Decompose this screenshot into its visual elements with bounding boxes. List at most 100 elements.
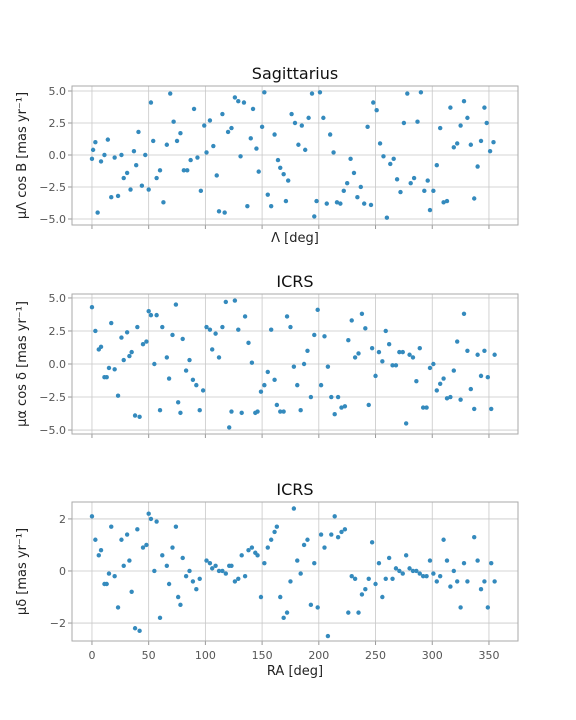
data-point (183, 368, 189, 373)
data-point (229, 563, 234, 568)
data-point (315, 605, 320, 610)
data-point (268, 537, 274, 542)
data-point (448, 394, 453, 400)
data-point (181, 168, 187, 173)
data-point (482, 579, 487, 584)
data-point (368, 202, 374, 208)
data-point (366, 576, 371, 581)
axes-background (72, 502, 518, 641)
data-point (492, 352, 497, 357)
data-point (265, 369, 270, 375)
x-axis-label: RA [deg] (267, 664, 323, 679)
data-point (278, 409, 283, 414)
data-point (281, 615, 286, 621)
data-point (166, 376, 172, 381)
data-point (359, 592, 365, 597)
data-point (168, 91, 173, 96)
data-point (213, 331, 218, 336)
data-point (391, 156, 396, 162)
data-point (441, 537, 446, 542)
data-point (380, 359, 385, 364)
data-point (407, 352, 412, 357)
data-point (190, 579, 196, 584)
data-point (448, 105, 453, 110)
y-tick-label: −2.5 (39, 391, 66, 404)
data-point (472, 196, 477, 201)
data-point (246, 547, 251, 553)
data-point (214, 173, 219, 178)
data-point (281, 409, 286, 414)
data-point (197, 576, 202, 581)
data-point (109, 320, 114, 326)
data-point (278, 594, 283, 600)
y-tick-label: 5.0 (49, 292, 67, 305)
data-point (301, 542, 307, 548)
data-point (422, 188, 427, 194)
data-point (377, 141, 383, 146)
data-point (170, 332, 175, 338)
data-point (482, 105, 487, 110)
data-point (376, 560, 382, 566)
y-axis-label: μα cos δ [mas yr⁻¹] (15, 301, 30, 427)
data-point (349, 573, 354, 579)
data-point (444, 198, 450, 204)
data-point (369, 540, 375, 545)
data-point (489, 406, 494, 412)
data-point (93, 537, 98, 542)
data-point (306, 115, 311, 121)
data-point (259, 124, 265, 130)
x-tick-label: 50 (142, 649, 156, 662)
data-point (256, 169, 261, 174)
data-point (191, 106, 197, 112)
data-point (255, 409, 260, 414)
data-point (98, 547, 104, 553)
data-point (121, 357, 126, 363)
data-point (143, 152, 148, 158)
data-point (410, 355, 416, 360)
data-point (171, 119, 176, 124)
data-point (140, 545, 146, 550)
data-point (124, 532, 130, 537)
data-point (213, 563, 218, 568)
data-point (262, 382, 267, 388)
data-point (361, 201, 367, 206)
data-point (242, 314, 248, 319)
data-point (312, 332, 317, 338)
x-tick-label: 200 (308, 649, 329, 662)
data-point (152, 568, 157, 574)
data-point (414, 378, 419, 384)
data-point (451, 568, 456, 574)
data-point (288, 579, 293, 584)
x-tick-label: 300 (422, 649, 443, 662)
data-point (272, 377, 277, 383)
data-point (461, 560, 467, 566)
data-point (380, 594, 385, 600)
subplot-title: ICRS (276, 272, 313, 291)
data-point (209, 347, 215, 352)
data-point (417, 571, 422, 576)
data-point (390, 576, 395, 581)
y-tick-label: 0.0 (49, 149, 67, 162)
data-point (124, 170, 130, 176)
data-point (278, 165, 283, 170)
data-point (173, 302, 179, 307)
data-point (487, 148, 493, 154)
data-point (478, 587, 484, 592)
data-point (148, 100, 154, 105)
y-axis-label: μδ [mas yr⁻¹] (15, 528, 30, 615)
data-point (220, 324, 225, 330)
data-point (400, 571, 405, 576)
x-tick-label: 100 (195, 649, 216, 662)
data-point (299, 123, 305, 128)
data-point (146, 308, 151, 314)
data-point (152, 361, 157, 367)
data-point (355, 195, 360, 200)
data-point (489, 560, 494, 566)
data-point (296, 142, 301, 147)
data-point (265, 545, 270, 550)
data-point (90, 147, 96, 153)
data-point (216, 355, 222, 360)
data-point (492, 579, 497, 584)
data-point (444, 558, 450, 563)
data-point (89, 514, 95, 519)
